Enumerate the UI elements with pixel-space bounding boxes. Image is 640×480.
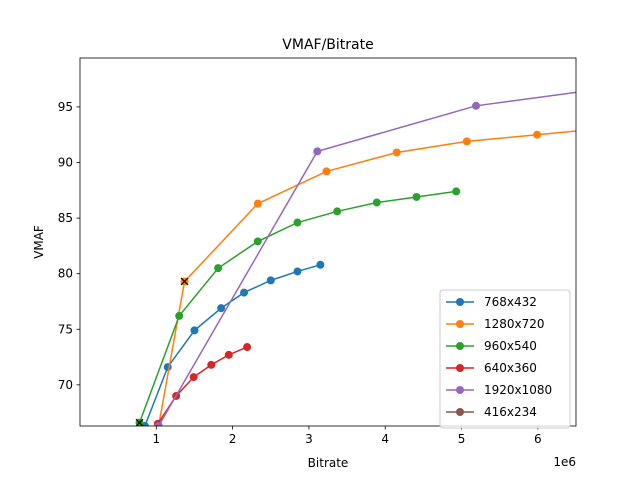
data-point — [322, 167, 331, 176]
legend-swatch-marker — [456, 320, 464, 328]
data-point — [313, 147, 322, 156]
legend-label: 768x432 — [484, 295, 537, 309]
legend-label: 1280x720 — [484, 317, 545, 331]
y-tick-label: 90 — [58, 156, 73, 170]
data-point — [266, 276, 275, 285]
x-axis: 1 2 3 4 5 6 — [152, 426, 542, 446]
data-point — [293, 218, 302, 227]
x-tick-label: 4 — [381, 432, 389, 446]
data-point — [253, 199, 262, 208]
series-1920x1080 — [154, 91, 576, 426]
x-tick-label: 6 — [534, 432, 542, 446]
x-tick-label: 5 — [458, 432, 466, 446]
legend-item: 768x432 — [446, 295, 537, 309]
legend-label: 640x360 — [484, 361, 537, 375]
data-point — [462, 137, 471, 146]
data-point — [189, 373, 198, 382]
plot-area — [79, 57, 577, 427]
data-point — [207, 360, 216, 369]
data-point — [214, 264, 223, 273]
legend-item: 416x234 — [446, 405, 537, 419]
x-tick-label: 1 — [152, 432, 160, 446]
legend-swatch-marker — [456, 364, 464, 372]
legend-item: 640x360 — [446, 361, 537, 375]
legend-item: 1280x720 — [446, 317, 545, 331]
plot-frame — [79, 57, 577, 427]
y-axis: 70 75 80 85 90 95 — [58, 100, 80, 392]
x-axis-offset-label: 1e6 — [553, 455, 576, 469]
series-line — [157, 130, 576, 426]
data-point — [253, 237, 262, 246]
x-marker — [135, 418, 144, 426]
legend: 768x432 1280x720 960x540 640x360 1920x1080 41… — [439, 289, 571, 429]
legend-item: 1920x1080 — [446, 383, 552, 397]
legend-swatch-marker — [456, 408, 464, 416]
x-axis-label: Bitrate — [308, 456, 349, 470]
data-point — [452, 187, 461, 196]
series-line — [144, 264, 321, 426]
legend-label: 1920x1080 — [484, 383, 552, 397]
data-point — [224, 350, 233, 359]
y-axis-label: VMAF — [32, 225, 46, 259]
data-point — [316, 260, 325, 269]
legend-swatch-marker — [456, 298, 464, 306]
series-layer — [135, 91, 576, 426]
data-point — [190, 326, 199, 335]
data-point — [533, 130, 542, 139]
y-tick-label: 85 — [58, 211, 73, 225]
legend-item: 960x540 — [446, 339, 537, 353]
data-point — [333, 207, 342, 216]
data-point — [293, 267, 302, 276]
legend-label: 416x234 — [484, 405, 537, 419]
data-point — [163, 363, 172, 372]
legend-swatch-marker — [456, 386, 464, 394]
y-tick-label: 75 — [58, 322, 73, 336]
series-960x540 — [135, 187, 461, 426]
y-tick-label: 95 — [58, 100, 73, 114]
y-tick-label: 80 — [58, 267, 73, 281]
y-tick-label: 70 — [58, 378, 73, 392]
data-point — [154, 422, 163, 426]
series-768x432 — [140, 260, 325, 426]
legend-label: 960x540 — [484, 339, 537, 353]
legend-swatch-marker — [456, 342, 464, 350]
x-marker — [180, 277, 189, 286]
chart-title: VMAF/Bitrate — [282, 37, 373, 53]
data-point — [240, 288, 249, 297]
series-line — [157, 91, 576, 426]
x-tick-label: 3 — [305, 432, 313, 446]
data-point — [243, 343, 252, 352]
data-point — [372, 198, 381, 207]
data-point — [412, 192, 421, 201]
data-point — [217, 304, 226, 313]
data-point — [472, 101, 481, 110]
data-point — [175, 311, 184, 320]
data-point — [392, 148, 401, 157]
x-tick-label: 2 — [229, 432, 237, 446]
